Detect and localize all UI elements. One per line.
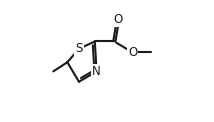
Text: O: O: [113, 13, 123, 26]
Text: N: N: [92, 65, 101, 78]
Text: S: S: [75, 42, 83, 55]
Text: O: O: [128, 46, 137, 59]
